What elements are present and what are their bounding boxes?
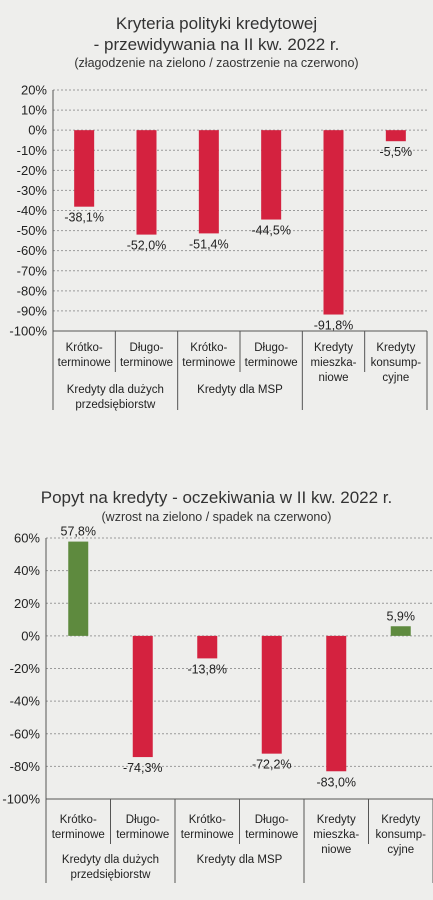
chart-plot: 20% 10% 0% -10% -20% -30% -40% -50% -60% -70% -80%… xyxy=(9,83,428,411)
data-label: -13,8% xyxy=(187,662,227,676)
y-tick-label: 20% xyxy=(21,83,47,98)
y-tick-label: -30% xyxy=(17,183,48,198)
x-tick-label: konsump- xyxy=(376,829,427,841)
data-label: -52,0% xyxy=(127,239,167,253)
data-label: -74,3% xyxy=(123,761,163,775)
y-tick-label: -50% xyxy=(17,223,48,238)
x-tick-label: terminowe xyxy=(116,829,169,841)
bar xyxy=(132,635,153,758)
data-label: 57,8% xyxy=(61,525,96,539)
data-label: -91,8% xyxy=(314,319,354,333)
y-tick-label: -70% xyxy=(17,263,48,278)
x-tick-label: Kredyty xyxy=(381,814,420,826)
data-label: -5,5% xyxy=(380,145,413,159)
x-tick-label: konsump- xyxy=(371,357,422,369)
y-tick-label: 60% xyxy=(14,531,40,546)
x-tick-label: niowe xyxy=(321,844,351,856)
y-tick-label: -20% xyxy=(10,661,41,676)
y-tick-label: -80% xyxy=(10,759,41,774)
y-tick-label: -80% xyxy=(17,283,48,298)
chart-credit-policy: Kryteria polityki kredytowej - przewidyw… xyxy=(0,0,433,420)
bar xyxy=(136,130,157,235)
chart-subtitle: (złagodzenie na zielono / zaostrzenie na… xyxy=(74,56,359,70)
x-tick-label: Długo- xyxy=(126,814,160,826)
bar xyxy=(197,635,218,659)
group-label: Kredyty dla MSP xyxy=(197,854,283,866)
y-tick-label: -10% xyxy=(17,143,48,158)
chart-title-line1: Kryteria polityki kredytowej xyxy=(115,14,318,33)
bar xyxy=(74,130,95,207)
group-label: przedsiębiorstw xyxy=(71,869,152,881)
bar xyxy=(68,541,89,636)
x-tick-label: terminowe xyxy=(245,829,298,841)
x-tick-label: cyjne xyxy=(382,372,409,384)
x-tick-label: Krótko- xyxy=(190,342,227,354)
x-tick-label: Długo- xyxy=(254,342,288,354)
x-tick-label: terminowe xyxy=(182,357,235,369)
y-tick-label: -20% xyxy=(17,163,48,178)
x-tick-label: Długo- xyxy=(130,342,164,354)
bar xyxy=(323,130,344,315)
x-tick-label: cyjne xyxy=(387,844,414,856)
chart-subtitle: (wzrost na zielono / spadek na czerwono) xyxy=(101,510,332,524)
chart-credit-demand: Popyt na kredyty - oczekiwania w II kw. … xyxy=(0,478,433,888)
y-tick-label: 10% xyxy=(21,103,47,118)
data-label: -38,1% xyxy=(64,211,104,225)
x-tick-label: terminowe xyxy=(245,357,298,369)
bar xyxy=(390,626,411,636)
y-tick-label: 0% xyxy=(21,628,40,643)
y-tick-label: -40% xyxy=(10,694,41,709)
x-tick-label: Krótko- xyxy=(189,814,226,826)
bar xyxy=(261,635,282,754)
chart-title-line1: Popyt na kredyty - oczekiwania w II kw. … xyxy=(40,488,393,507)
y-tick-label: -90% xyxy=(17,303,48,318)
y-tick-label: -60% xyxy=(17,243,48,258)
group-label: Kredyty dla dużych xyxy=(67,384,164,396)
y-tick-label: -100% xyxy=(9,324,47,339)
bar xyxy=(198,130,219,234)
x-tick-label: terminowe xyxy=(181,829,234,841)
x-tick-label: Kredyty xyxy=(317,814,356,826)
x-tick-label: Długo- xyxy=(255,814,289,826)
chart-plot: 60% 40% 20% 0% -20% -40% -60% -80% -100% 57,8% -74… xyxy=(2,525,433,883)
x-tick-label: terminowe xyxy=(52,829,105,841)
chart-title-line2: - przewidywania na II kw. 2022 r. xyxy=(93,35,340,54)
data-label: -83,0% xyxy=(316,775,356,789)
x-tick-label: Kredyty xyxy=(314,342,353,354)
data-label: 5,9% xyxy=(387,609,416,623)
data-label: -51,4% xyxy=(189,237,229,251)
x-tick-label: Krótko- xyxy=(60,814,97,826)
data-label: -44,5% xyxy=(251,224,291,238)
bar xyxy=(326,635,347,772)
x-tick-label: Krótko- xyxy=(66,342,103,354)
y-tick-label: -100% xyxy=(2,792,40,807)
bar xyxy=(385,130,406,142)
x-tick-label: Kredyty xyxy=(376,342,415,354)
y-tick-label: -40% xyxy=(17,203,48,218)
y-tick-label: 40% xyxy=(14,563,40,578)
x-tick-label: terminowe xyxy=(58,357,111,369)
x-tick-label: niowe xyxy=(318,372,348,384)
bar xyxy=(261,130,282,220)
y-tick-label: -60% xyxy=(10,726,41,741)
x-tick-label: mieszka- xyxy=(310,357,356,369)
group-label: Kredyty dla dużych xyxy=(62,854,159,866)
y-tick-label: 20% xyxy=(14,596,40,611)
x-tick-label: mieszka- xyxy=(313,829,359,841)
group-label: Kredyty dla MSP xyxy=(197,384,283,396)
y-tick-label: 0% xyxy=(28,123,47,138)
x-tick-label: terminowe xyxy=(120,357,173,369)
data-label: -72,2% xyxy=(252,758,292,772)
group-label: przedsiębiorstw xyxy=(75,399,156,411)
